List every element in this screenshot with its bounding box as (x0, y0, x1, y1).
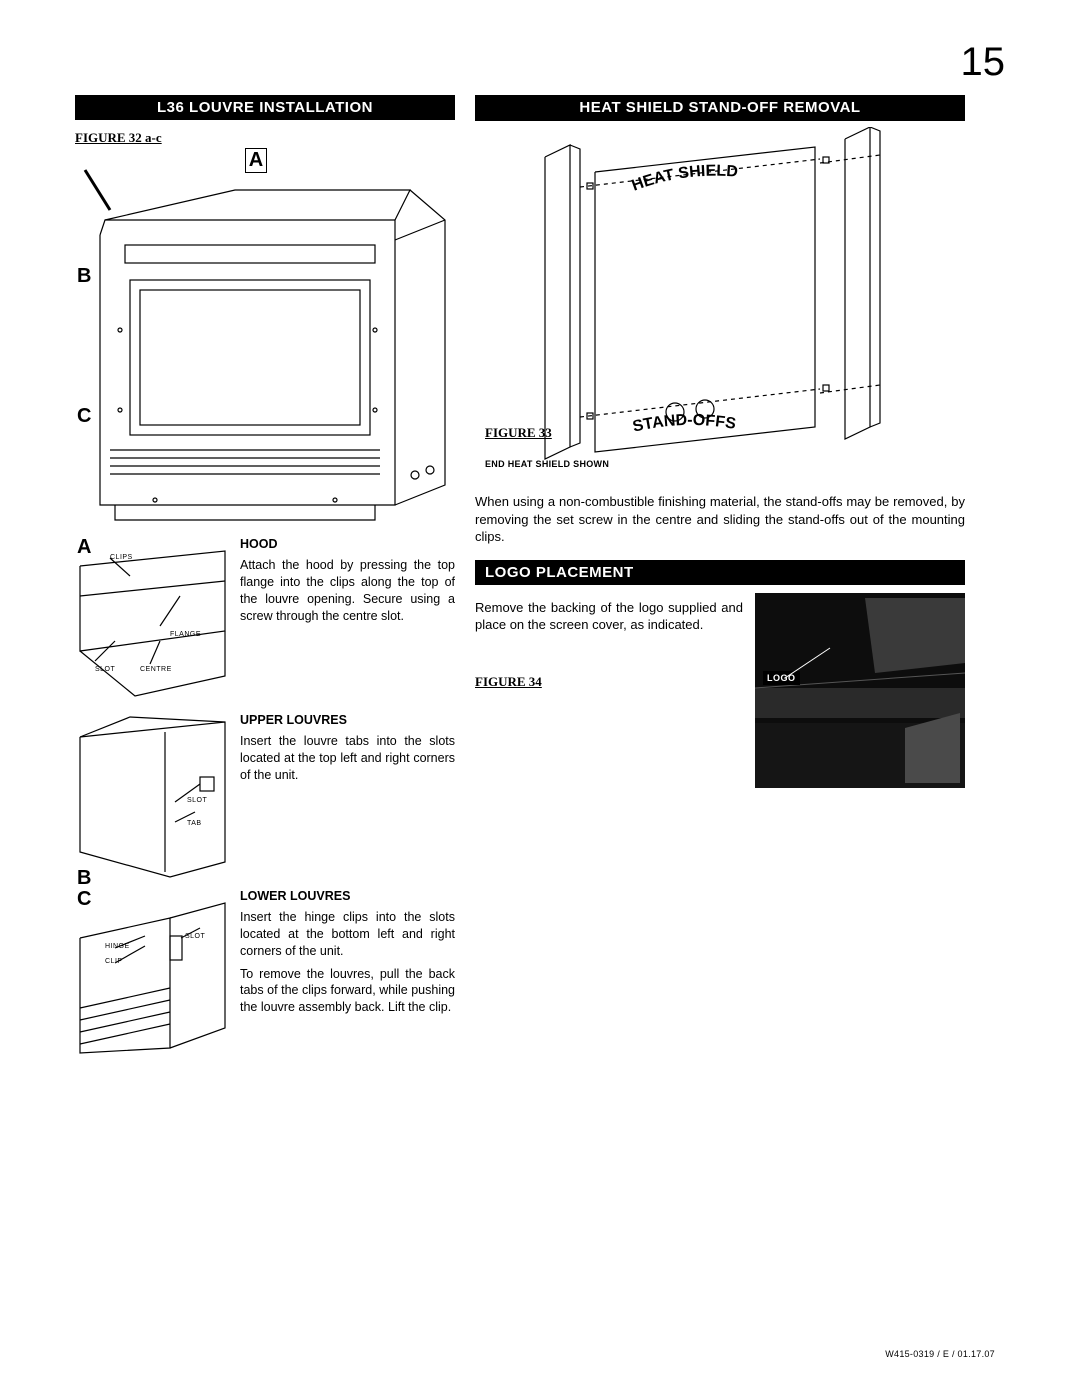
label-tab: TAB (187, 820, 202, 827)
louvre-header: L36 LOUVRE INSTALLATION (75, 95, 455, 120)
letter-a-main: A (245, 148, 267, 173)
upper-louvres-body: Insert the louvre tabs into the slots lo… (240, 734, 455, 782)
heat-shield-drawing: HEAT SHIELD STAND-OFFS FIGURE 33 END HEA… (475, 127, 965, 487)
detail-c-text: LOWER LOUVRES Insert the hinge clips int… (240, 888, 455, 1058)
left-column: L36 LOUVRE INSTALLATION FIGURE 32 a-c (75, 95, 455, 1058)
detail-b-letter: B (75, 867, 93, 890)
logo-text-column: Remove the backing of the logo supplied … (475, 593, 743, 788)
detail-c-row: C HINGE CLIP SLOT LOWER LO (75, 888, 455, 1058)
heat-shield-curve-text: HEAT SHIELD (630, 163, 739, 195)
letter-b-main: B (75, 265, 93, 288)
detail-a-text: HOOD Attach the hood by pressing the top… (240, 536, 455, 706)
lower-louvres-body2: To remove the louvres, pull the back tab… (240, 967, 455, 1015)
main-louvre-drawing: A B C (75, 150, 455, 530)
label-clips: CLIPS (110, 554, 133, 561)
label-slot-b: SLOT (187, 797, 207, 804)
logo-body-text: Remove the backing of the logo supplied … (475, 599, 743, 634)
detail-a-letter: A (75, 536, 93, 559)
svg-text:STAND-OFFS: STAND-OFFS (631, 412, 737, 436)
detail-a-row: A CLIPS FLANGE SLOT CENTRE HOOD Attach t… (75, 536, 455, 706)
hood-heading: HOOD (240, 536, 455, 553)
detail-a-drawing: A CLIPS FLANGE SLOT CENTRE (75, 536, 230, 706)
letter-c-main: C (75, 405, 93, 428)
heat-shield-body: When using a non-combustible finishing m… (475, 493, 965, 546)
detail-b-drawing: SLOT TAB B (75, 712, 230, 882)
logo-row: Remove the backing of the logo supplied … (475, 593, 965, 788)
lower-louvres-body1: Insert the hinge clips into the slots lo… (240, 910, 455, 958)
end-shield-note: END HEAT SHIELD SHOWN (485, 459, 609, 469)
label-centre: CENTRE (140, 666, 172, 673)
logo-placement-header: LOGO PLACEMENT (475, 560, 965, 585)
figure-32-label: FIGURE 32 a-c (75, 130, 162, 146)
standoffs-curve-text: STAND-OFFS (631, 412, 737, 436)
label-slot-a: SLOT (95, 666, 115, 673)
detail-b-row: SLOT TAB B UPPER LOUVRES Insert the louv… (75, 712, 455, 882)
label-hinge: HINGE (105, 943, 130, 950)
page-number: 15 (961, 40, 1006, 85)
footer-doc-id: W415-0319 / E / 01.17.07 (885, 1349, 995, 1359)
lower-louvres-heading: LOWER LOUVRES (240, 888, 455, 905)
upper-louvres-heading: UPPER LOUVRES (240, 712, 455, 729)
hood-body: Attach the hood by pressing the top flan… (240, 558, 455, 623)
detail-c-letter: C (75, 888, 93, 911)
main-columns: L36 LOUVRE INSTALLATION FIGURE 32 a-c (75, 95, 1005, 1058)
label-flange: FLANGE (170, 631, 201, 638)
figure-34-label: FIGURE 34 (475, 674, 542, 690)
right-column: HEAT SHIELD STAND-OFF REMOVAL (475, 95, 965, 1058)
label-clip: CLIP (105, 958, 123, 965)
label-slot-c: SLOT (185, 933, 205, 940)
logo-leader-line (785, 643, 845, 683)
figure-33-label: FIGURE 33 (485, 425, 552, 441)
louvre-svg (75, 150, 455, 530)
heat-shield-header: HEAT SHIELD STAND-OFF REMOVAL (475, 95, 965, 121)
logo-photo: LOGO (755, 593, 965, 788)
svg-text:HEAT SHIELD: HEAT SHIELD (630, 163, 739, 195)
detail-c-drawing: C HINGE CLIP SLOT (75, 888, 230, 1058)
detail-b-text: UPPER LOUVRES Insert the louvre tabs int… (240, 712, 455, 882)
